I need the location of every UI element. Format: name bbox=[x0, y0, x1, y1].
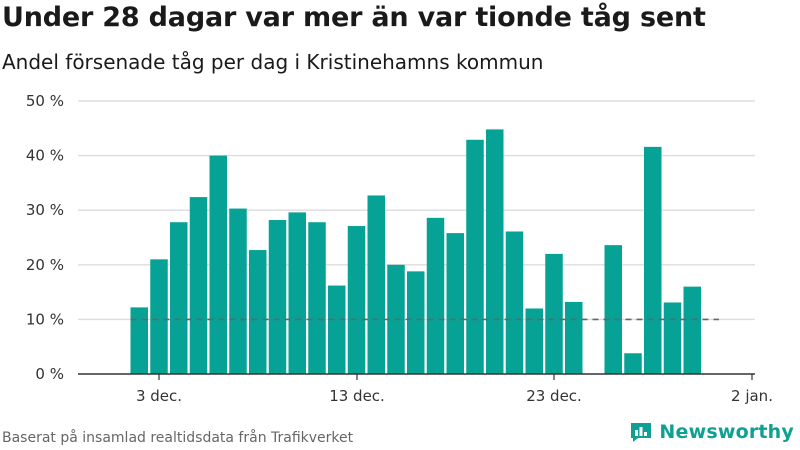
bar bbox=[466, 139, 484, 374]
x-tick-label: 2 jan. bbox=[731, 387, 773, 405]
bar bbox=[328, 285, 346, 374]
bar bbox=[525, 308, 543, 374]
y-tick-label: 20 % bbox=[26, 256, 64, 274]
bar bbox=[170, 222, 188, 374]
y-tick-label: 10 % bbox=[26, 310, 64, 328]
bar bbox=[663, 302, 682, 374]
y-tick-label: 50 % bbox=[26, 92, 64, 110]
bar bbox=[505, 231, 524, 374]
x-tick-label: 13 dec. bbox=[329, 387, 385, 405]
bar bbox=[288, 212, 306, 374]
bar bbox=[683, 286, 701, 374]
bars bbox=[130, 129, 701, 374]
bar bbox=[209, 155, 227, 374]
source-note: Baserat på insamlad realtidsdata från Tr… bbox=[2, 430, 354, 446]
chart-subtitle: Andel försenade tåg per dag i Kristineha… bbox=[2, 50, 544, 74]
bar bbox=[150, 259, 168, 374]
bar bbox=[229, 208, 247, 374]
bar bbox=[426, 217, 445, 374]
bar bbox=[545, 253, 563, 374]
bar bbox=[308, 222, 326, 374]
y-tick-label: 0 % bbox=[35, 365, 64, 383]
bar bbox=[604, 245, 622, 374]
brand-name: Newsworthy bbox=[659, 421, 794, 443]
bar-chart-icon bbox=[631, 423, 652, 442]
bar bbox=[347, 226, 366, 374]
y-tick-label: 40 % bbox=[26, 147, 64, 165]
bar bbox=[446, 233, 464, 374]
x-axis: 3 dec. 13 dec. 23 dec. 2 jan. bbox=[78, 373, 773, 405]
bar bbox=[565, 301, 583, 374]
chart-title: Under 28 dagar var mer än var tionde tåg… bbox=[2, 2, 706, 33]
newsworthy-logo: Newsworthy bbox=[629, 420, 794, 444]
bar bbox=[486, 129, 504, 374]
y-tick-label: 30 % bbox=[26, 201, 64, 219]
bar-chart: 0 % 10 % 20 % 30 % 40 % 50 % 3 dec. 13 dec. 23 … bbox=[26, 92, 773, 405]
bar bbox=[189, 197, 208, 374]
bar bbox=[624, 353, 642, 374]
bar bbox=[367, 195, 385, 374]
bar bbox=[407, 271, 425, 374]
x-tick-label: 23 dec. bbox=[526, 387, 582, 405]
bar bbox=[268, 220, 287, 374]
bar bbox=[644, 146, 662, 374]
x-tick-label: 3 dec. bbox=[136, 387, 182, 405]
bar bbox=[249, 250, 267, 374]
y-axis-labels: 0 % 10 % 20 % 30 % 40 % 50 % bbox=[26, 92, 64, 383]
bar bbox=[130, 307, 148, 374]
